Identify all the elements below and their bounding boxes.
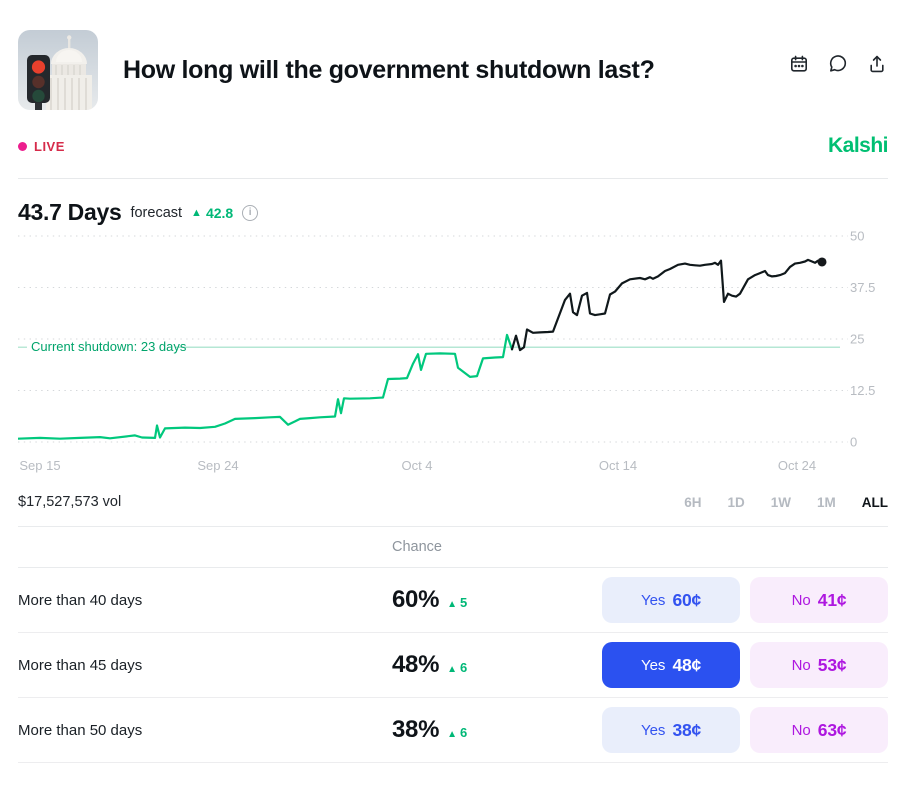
svg-text:0: 0 [850, 435, 857, 450]
chance-cell: 38% ▲ 6 [392, 716, 602, 744]
table-header: Chance [18, 526, 888, 568]
market-header: How long will the government shutdown la… [18, 0, 888, 110]
live-dot-icon [18, 141, 27, 151]
chance-delta-value: 5 [460, 595, 468, 610]
svg-text:25: 25 [850, 332, 864, 347]
time-range-selector: 6H 1D 1W 1M ALL [684, 495, 888, 510]
no-price: 63¢ [817, 719, 847, 740]
forecast-chart[interactable]: 0 12.5 25 37.5 50 Current shutdown: 23 days Se… [16, 229, 888, 480]
volume-stat: $17,527,573 vol [18, 494, 122, 510]
live-badge: LIVE [18, 139, 65, 154]
forecast-delta-value: 42.8 [205, 204, 234, 221]
chart-footer: $17,527,573 vol 6H 1D 1W 1M ALL [18, 494, 888, 510]
yes-button[interactable]: Yes 60¢ [602, 577, 740, 623]
forecast-below-current [16, 333, 514, 440]
svg-text:Sep 15: Sep 15 [19, 458, 60, 473]
outcome-label: More than 50 days [18, 721, 143, 739]
share-icon[interactable] [866, 53, 888, 75]
range-6h[interactable]: 6H [684, 494, 702, 510]
svg-text:12.5: 12.5 [850, 383, 875, 398]
chance-value: 60% [392, 586, 440, 613]
forecast-row: 43.7 Days forecast ▲ 42.8 i [18, 199, 888, 226]
no-label: No [791, 591, 811, 609]
yes-price: 38¢ [672, 719, 702, 740]
triangle-up-icon: ▲ [447, 664, 458, 675]
forecast-label: forecast [130, 204, 183, 221]
calendar-icon[interactable] [788, 53, 810, 75]
chance-delta: ▲ 5 [447, 595, 467, 610]
forecast-above-current [510, 258, 824, 352]
bet-buttons: Yes 38¢ No 63¢ [602, 707, 888, 753]
yes-label: Yes [640, 656, 666, 674]
market-thumbnail [18, 30, 98, 110]
range-1m[interactable]: 1M [816, 494, 836, 510]
table-row-more-than-50[interactable]: More than 50 days 38% ▲ 6 Yes 38¢ No [18, 698, 888, 763]
chance-value: 48% [392, 651, 440, 678]
chance-delta-value: 6 [460, 725, 468, 740]
line-chart[interactable]: 0 12.5 25 37.5 50 Current shutdown: 23 days Se… [16, 229, 888, 475]
header-divider [18, 178, 888, 179]
outcomes-table: Chance More than 40 days 60% ▲ 5 Yes 60¢ [18, 526, 888, 763]
chance-delta-value: 6 [460, 660, 468, 675]
triangle-up-icon: ▲ [447, 729, 458, 740]
bet-buttons: Yes 60¢ No 41¢ [602, 577, 888, 623]
info-icon[interactable]: i [242, 204, 259, 221]
svg-text:37.5: 37.5 [850, 280, 875, 295]
chance-delta: ▲ 6 [447, 725, 467, 740]
yes-button[interactable]: Yes 48¢ [602, 642, 740, 688]
kalshi-logo[interactable]: Kalshi [827, 134, 889, 157]
no-label: No [791, 721, 811, 739]
yes-label: Yes [640, 591, 666, 609]
triangle-up-icon: ▲ [447, 599, 458, 610]
yes-button[interactable]: Yes 38¢ [602, 707, 740, 753]
no-price: 41¢ [817, 589, 847, 610]
table-row-more-than-40[interactable]: More than 40 days 60% ▲ 5 Yes 60¢ No [18, 568, 888, 633]
header-actions [788, 53, 888, 75]
chance-delta: ▲ 6 [447, 660, 467, 675]
table-row-more-than-45[interactable]: More than 45 days 48% ▲ 6 Yes 48¢ No [18, 633, 888, 698]
outcome-label: More than 40 days [18, 591, 143, 609]
chance-column-header: Chance [392, 539, 442, 555]
no-button[interactable]: No 53¢ [750, 642, 888, 688]
forecast-delta: ▲ 42.8 [191, 205, 233, 221]
range-1d[interactable]: 1D [727, 494, 745, 510]
svg-text:Oct 14: Oct 14 [599, 458, 637, 473]
latest-value-dot [817, 257, 827, 267]
comment-icon[interactable] [827, 53, 849, 75]
no-button[interactable]: No 41¢ [750, 577, 888, 623]
yes-price: 60¢ [672, 589, 702, 610]
svg-text:Oct 4: Oct 4 [401, 458, 432, 473]
bet-buttons: Yes 48¢ No 53¢ [602, 642, 888, 688]
outcome-label: More than 45 days [18, 656, 143, 674]
no-label: No [791, 656, 811, 674]
range-all[interactable]: ALL [861, 494, 888, 510]
no-button[interactable]: No 63¢ [750, 707, 888, 753]
page-title: How long will the government shutdown la… [123, 55, 655, 84]
range-1w[interactable]: 1W [770, 494, 791, 510]
current-shutdown-annotation: Current shutdown: 23 days [31, 339, 187, 354]
yes-price: 48¢ [672, 654, 702, 675]
svg-text:Sep 24: Sep 24 [197, 458, 238, 473]
status-row: LIVE Kalshi [18, 134, 889, 158]
capitol-traffic-light-image [18, 30, 98, 110]
chance-value: 38% [392, 716, 440, 743]
yes-label: Yes [640, 721, 666, 739]
forecast-value: 43.7 Days [18, 199, 122, 225]
svg-text:Oct 24: Oct 24 [778, 458, 816, 473]
chance-cell: 60% ▲ 5 [392, 586, 602, 614]
live-label: LIVE [34, 138, 65, 154]
svg-text:50: 50 [850, 230, 864, 244]
no-price: 53¢ [817, 654, 847, 675]
chance-cell: 48% ▲ 6 [392, 651, 602, 679]
triangle-up-icon: ▲ [191, 206, 202, 219]
